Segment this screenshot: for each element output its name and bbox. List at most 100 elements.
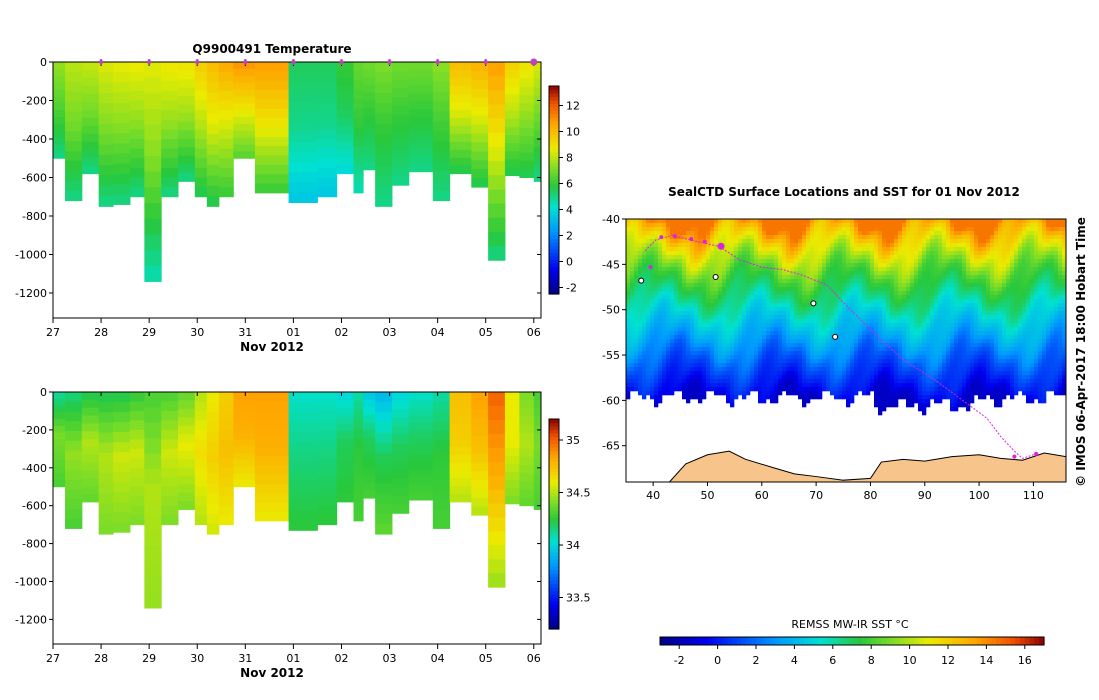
sst-cell	[738, 239, 743, 244]
sst-cell	[730, 347, 735, 352]
sst-cell	[774, 395, 779, 400]
sst-cell	[962, 371, 967, 376]
sst-cell	[806, 279, 811, 284]
sst-cell	[850, 287, 855, 292]
sst-cell	[898, 223, 903, 228]
profile-cell	[144, 93, 162, 110]
sst-cell	[646, 319, 651, 324]
sst-cell	[646, 335, 651, 340]
sst-cell	[718, 319, 723, 324]
sst-cell	[690, 323, 695, 328]
sst-cell	[686, 275, 691, 280]
sst-cell	[658, 291, 663, 296]
sst-cell	[870, 299, 875, 304]
sst-cell	[718, 223, 723, 228]
sst-cell	[710, 363, 715, 368]
colorbar-segment	[549, 457, 559, 462]
sst-cell	[866, 343, 871, 348]
sst-cell	[730, 375, 735, 380]
sst-cell	[930, 335, 935, 340]
sst-cell	[674, 267, 679, 272]
sst-cell	[790, 227, 795, 232]
sst-cell	[862, 291, 867, 296]
sst-cell	[790, 251, 795, 256]
sst-cell	[898, 295, 903, 300]
sst-cell	[918, 375, 923, 380]
sst-cell	[834, 219, 839, 224]
sst-cell	[638, 287, 643, 292]
x-axis-label: Nov 2012	[240, 666, 304, 680]
sst-cell	[762, 303, 767, 308]
sst-cell	[846, 371, 851, 376]
profile-cell	[161, 138, 179, 150]
sst-cell	[634, 267, 639, 272]
sst-cell	[810, 267, 815, 272]
sst-cell	[862, 363, 867, 368]
profile-cell	[254, 118, 290, 128]
sst-cell	[702, 255, 707, 260]
sst-cell	[850, 355, 855, 360]
sst-cell	[634, 371, 639, 376]
sst-cell	[786, 223, 791, 228]
sst-cell	[770, 391, 775, 396]
profile-cell	[254, 428, 290, 439]
profile-cell	[254, 474, 290, 485]
profile-cell	[375, 503, 393, 515]
sst-cell	[798, 367, 803, 372]
sst-cell	[774, 247, 779, 252]
sst-cell	[942, 315, 947, 320]
sst-cell	[922, 267, 927, 272]
sst-cell	[686, 327, 691, 332]
colorbar-segment	[549, 482, 559, 487]
sst-cell	[882, 347, 887, 352]
sst-cell	[634, 379, 639, 384]
profile-cell	[471, 392, 489, 402]
sst-cell	[810, 247, 815, 252]
sst-cell	[686, 391, 691, 396]
sst-cell	[850, 303, 855, 308]
sst-cell	[930, 219, 935, 224]
sst-cell	[666, 379, 671, 384]
x-tick-label: 06	[527, 652, 541, 665]
sst-cell	[694, 263, 699, 268]
profile-cell	[254, 71, 290, 82]
sst-cell	[898, 279, 903, 284]
sst-cell	[738, 371, 743, 376]
sst-cell	[802, 299, 807, 304]
sst-cell	[882, 363, 887, 368]
sst-cell	[934, 259, 939, 264]
sst-cell	[830, 355, 835, 360]
sst-cell	[962, 287, 967, 292]
sst-cell	[750, 319, 755, 324]
sst-cell	[646, 371, 651, 376]
sst-cell	[650, 319, 655, 324]
colorbar-segment	[549, 193, 559, 198]
sst-cell	[818, 351, 823, 356]
sst-cell	[854, 291, 859, 296]
profile-cell	[488, 447, 506, 463]
colorbar-segment	[549, 228, 559, 233]
profile-cell	[471, 479, 489, 490]
sst-cell	[670, 239, 675, 244]
sst-cell	[770, 287, 775, 292]
sst-cell	[746, 339, 751, 344]
sst-cell	[894, 347, 899, 352]
sst-cell	[806, 339, 811, 344]
sst-cell	[882, 295, 887, 300]
sst-cell	[670, 219, 675, 224]
colorbar-frame	[548, 85, 560, 295]
sst-cell	[646, 251, 651, 256]
sst-cell	[810, 395, 815, 400]
sst-cell	[958, 239, 963, 244]
profile-cell	[363, 414, 376, 423]
colorbar-segment	[549, 454, 559, 459]
sst-cell	[894, 355, 899, 360]
sst-cell	[882, 407, 887, 412]
sst-cell	[694, 371, 699, 376]
sst-cell	[654, 263, 659, 268]
sst-cell	[754, 247, 759, 252]
sst-cell	[878, 375, 883, 380]
sst-cell	[918, 243, 923, 248]
profile-cell	[98, 72, 114, 84]
sst-cell	[810, 343, 815, 348]
